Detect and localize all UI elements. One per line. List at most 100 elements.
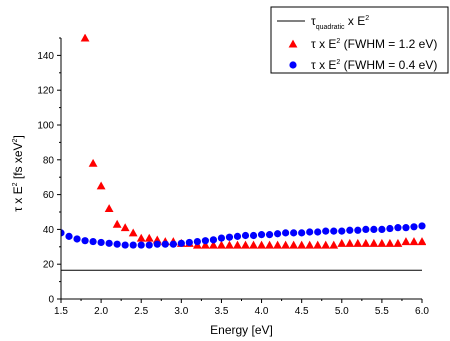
x-tick-label: 1.5	[54, 306, 68, 317]
data-point-circle	[137, 241, 145, 249]
data-point-circle	[185, 238, 193, 247]
data-point-circle	[322, 227, 330, 235]
legend-item: τ x E2 (FWHM = 0.4 eV)	[289, 58, 437, 72]
y-tick-label: 100	[37, 121, 54, 132]
y-tick-label: 20	[43, 260, 55, 271]
legend-circle-icon	[289, 61, 297, 69]
data-point-triangle	[241, 240, 250, 249]
data-point-triangle	[80, 34, 90, 42]
y-tick-label: 0	[48, 295, 54, 306]
data-point-circle	[241, 231, 250, 240]
data-point-triangle	[96, 181, 106, 190]
series-2	[61, 222, 426, 249]
data-point-circle	[282, 229, 290, 237]
data-point-circle	[61, 229, 65, 237]
data-point-circle	[330, 227, 338, 235]
data-point-circle	[97, 238, 105, 247]
data-point-circle	[378, 225, 386, 233]
data-point-triangle	[329, 240, 339, 249]
data-point-circle	[225, 233, 234, 241]
x-tick-label: 2.5	[134, 306, 148, 317]
data-point-triangle	[104, 204, 114, 213]
data-point-circle	[402, 224, 410, 232]
x-tick-label: 4.0	[255, 306, 269, 317]
data-point-circle	[249, 231, 258, 240]
data-point-triangle	[120, 223, 130, 232]
x-tick-label: 3.0	[174, 306, 188, 317]
data-point-circle	[274, 230, 282, 238]
data-point-circle	[73, 235, 81, 243]
data-point-triangle	[112, 219, 122, 228]
data-point-circle	[346, 226, 354, 234]
data-point-circle	[314, 228, 322, 236]
data-point-triangle	[289, 240, 299, 249]
legend-label: τquadratic x E2	[311, 14, 369, 31]
data-point-circle	[105, 239, 113, 247]
legend-label: τ x E2 (FWHM = 1.2 eV)	[311, 37, 437, 51]
data-point-triangle	[233, 240, 242, 249]
x-tick-label: 2.0	[94, 306, 108, 317]
legend-box	[270, 6, 449, 74]
data-point-circle	[129, 241, 137, 249]
data-point-circle	[65, 232, 73, 240]
x-tick-label: 4.5	[295, 306, 309, 317]
data-point-circle	[386, 224, 394, 233]
data-point-circle	[121, 241, 129, 249]
data-point-circle	[81, 237, 89, 245]
data-point-triangle	[136, 233, 146, 242]
data-point-triangle	[257, 240, 266, 249]
legend-label: τ x E2 (FWHM = 0.4 eV)	[311, 58, 437, 72]
y-axis-title: τ x E2 [fs xeV2]	[11, 135, 25, 212]
data-point-triangle	[385, 238, 395, 247]
data-point-circle	[338, 227, 346, 235]
data-point-triangle	[321, 240, 331, 249]
data-point-circle	[161, 240, 169, 248]
data-point-triangle	[345, 238, 355, 247]
data-point-circle	[265, 231, 274, 239]
x-tick-label: 5.0	[335, 306, 349, 317]
x-tick-label: 6.0	[415, 306, 429, 317]
data-point-triangle	[217, 240, 226, 249]
data-point-circle	[290, 229, 298, 237]
data-point-circle	[217, 234, 226, 242]
data-point-circle	[233, 232, 242, 240]
x-axis-title: Energy [eV]	[210, 323, 273, 337]
data-point-circle	[177, 239, 185, 247]
data-point-triangle	[88, 158, 98, 167]
data-point-circle	[193, 237, 201, 246]
data-point-circle	[209, 236, 218, 244]
data-point-circle	[354, 226, 362, 234]
y-tick-label: 120	[37, 86, 54, 97]
data-point-circle	[306, 228, 314, 236]
data-point-triangle	[401, 237, 411, 246]
data-point-triangle	[297, 240, 307, 249]
y-tick-label: 140	[37, 51, 54, 62]
x-tick-label: 5.5	[375, 306, 389, 317]
data-point-triangle	[353, 238, 363, 247]
data-point-triangle	[369, 238, 379, 247]
data-point-circle	[410, 223, 418, 231]
y-tick-label: 40	[43, 225, 55, 236]
legend-triangle-icon	[288, 39, 298, 48]
data-point-triangle	[313, 240, 323, 249]
data-point-circle	[89, 237, 97, 246]
data-point-circle	[298, 229, 306, 237]
data-point-triangle	[273, 240, 282, 249]
data-point-triangle	[361, 238, 371, 247]
data-point-triangle	[225, 240, 234, 249]
data-point-triangle	[305, 240, 315, 249]
data-point-triangle	[337, 238, 347, 247]
x-tick-label: 3.5	[214, 306, 228, 317]
data-point-circle	[362, 225, 370, 233]
legend-item: τquadratic x E2	[277, 14, 369, 31]
data-point-circle	[153, 240, 161, 248]
data-point-triangle	[128, 228, 138, 237]
data-point-triangle	[249, 240, 258, 249]
y-tick-label: 60	[43, 190, 55, 201]
data-point-triangle	[281, 240, 291, 249]
data-point-triangle	[393, 238, 403, 247]
y-tick-label: 80	[43, 155, 55, 166]
data-point-triangle	[265, 240, 274, 249]
data-point-triangle	[209, 240, 218, 249]
